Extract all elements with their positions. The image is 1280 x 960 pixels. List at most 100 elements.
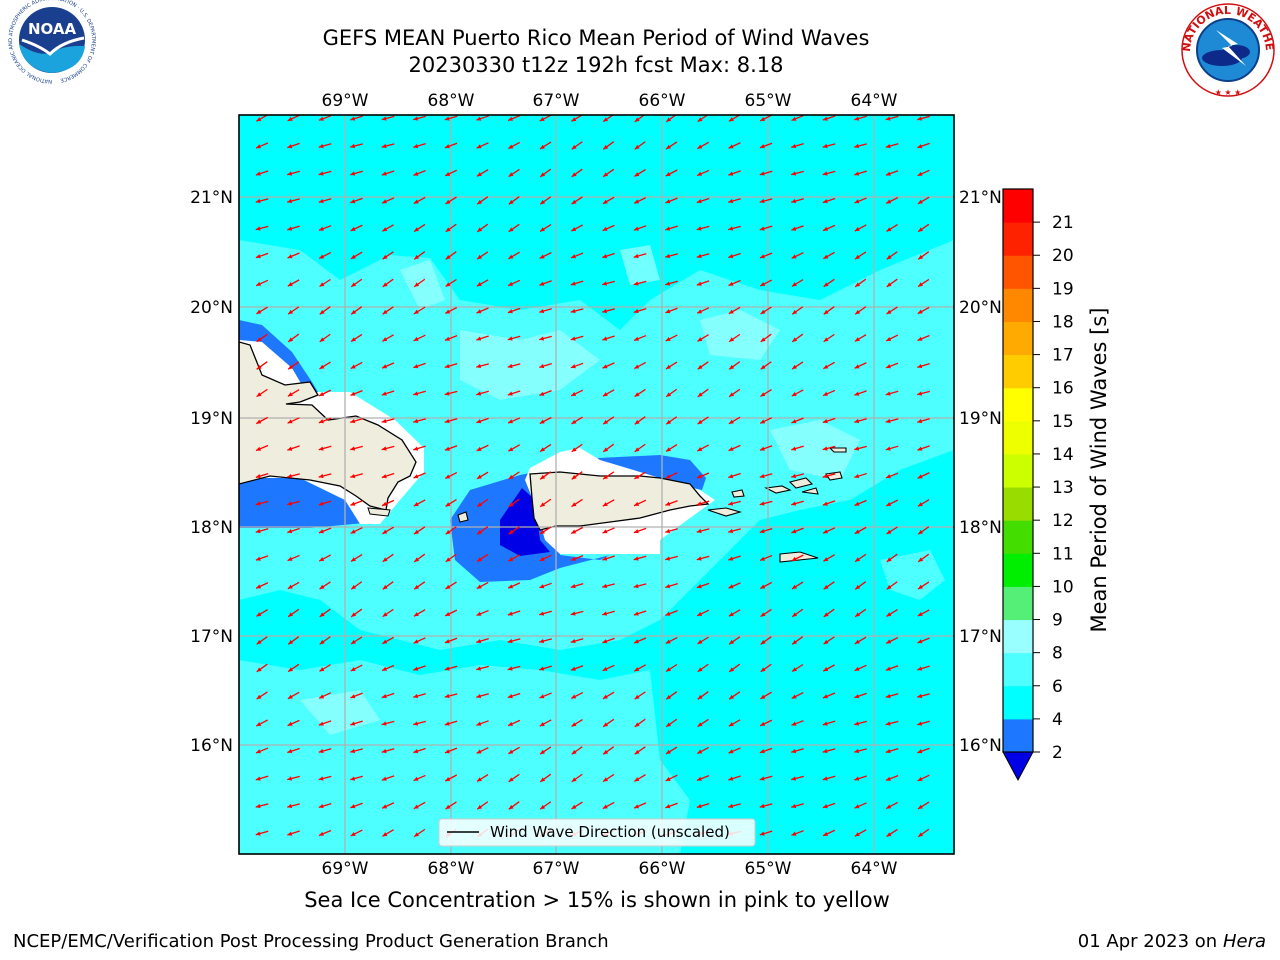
wind-wave-arrow-head xyxy=(728,144,734,149)
wind-wave-arrow-head xyxy=(288,364,294,370)
wind-wave-arrow-head xyxy=(413,446,419,451)
wind-wave-arrow-head xyxy=(665,199,671,204)
wind-wave-arrow-head xyxy=(917,721,923,726)
wind-wave-arrow-head xyxy=(539,281,545,286)
wind-wave-arrow-head xyxy=(602,502,608,507)
wind-wave-arrow-head xyxy=(350,748,356,754)
wind-wave-arrow-head xyxy=(886,336,892,341)
wind-wave-arrow-head xyxy=(287,831,293,836)
wind-wave-arrow-head xyxy=(570,308,576,314)
wind-wave-arrow-head xyxy=(602,529,608,534)
wind-wave-arrow-head xyxy=(256,667,262,672)
wind-wave-arrow-head xyxy=(444,749,450,754)
wind-wave-arrow-head xyxy=(759,198,765,204)
lat-label-right-20n: 20°N xyxy=(959,298,1002,318)
wind-wave-arrow-head xyxy=(256,144,262,149)
wind-wave-arrow-head xyxy=(696,776,702,781)
wind-wave-arrow-head xyxy=(665,776,671,781)
wind-wave-arrow-head xyxy=(445,584,451,589)
wind-wave-arrow-head xyxy=(697,611,703,616)
wind-wave-arrow-head xyxy=(634,667,640,672)
wind-wave-arrow-head xyxy=(350,776,356,781)
lon-label-bottom-69w: 69°W xyxy=(322,859,369,879)
wind-wave-arrow-head xyxy=(791,803,797,809)
wind-wave-arrow-head xyxy=(822,776,828,781)
wind-wave-arrow-head xyxy=(571,419,577,424)
wind-wave-arrow-head xyxy=(381,474,387,479)
wind-wave-arrow-head xyxy=(539,116,545,121)
colorbar-segment xyxy=(1003,387,1033,422)
wind-wave-arrow-head xyxy=(791,556,797,561)
wind-wave-arrow-head xyxy=(666,419,672,425)
wind-wave-arrow-head xyxy=(697,392,703,397)
colorbar-tick-label: 2 xyxy=(1052,743,1063,763)
wind-wave-arrow-head xyxy=(696,253,702,259)
wind-wave-arrow-head xyxy=(413,171,419,176)
wind-wave-arrow-head xyxy=(287,282,293,287)
wind-wave-arrow-head xyxy=(414,282,420,287)
wind-wave-arrow-head xyxy=(318,529,324,534)
wind-wave-arrow-head xyxy=(634,172,640,177)
wind-wave-arrow-head xyxy=(381,391,387,396)
wind-wave-arrow-head xyxy=(539,722,545,727)
wind-wave-arrow-head xyxy=(602,392,608,397)
wind-wave-arrow-head xyxy=(540,749,546,755)
wind-wave-arrow-head xyxy=(917,446,923,451)
wind-wave-arrow-head xyxy=(792,337,798,342)
wind-wave-arrow-head xyxy=(351,309,357,315)
colorbar-segment xyxy=(1003,718,1033,753)
wind-wave-arrow-head xyxy=(508,777,514,782)
colorbar-segment xyxy=(1003,619,1033,654)
wind-wave-arrow-head xyxy=(666,144,671,150)
wind-wave-arrow-head xyxy=(414,227,420,232)
wind-wave-arrow-head xyxy=(444,336,450,341)
wind-wave-arrow-head xyxy=(507,391,513,396)
wind-wave-arrow-head xyxy=(318,748,324,754)
wind-wave-arrow-head xyxy=(697,447,703,452)
wind-wave-arrow-head xyxy=(319,639,325,645)
wind-wave-arrow-head xyxy=(318,501,324,506)
wind-wave-arrow-head xyxy=(854,199,860,204)
wind-wave-arrow-head xyxy=(539,638,545,644)
wind-wave-arrow-head xyxy=(633,281,639,286)
wind-wave-arrow-head xyxy=(696,803,702,809)
wind-wave-arrow-head xyxy=(728,117,734,122)
wind-wave-arrow-head xyxy=(729,392,735,397)
wind-wave-arrow-head xyxy=(602,281,608,286)
wind-wave-arrow-head xyxy=(319,557,325,562)
lon-label-bottom-66w: 66°W xyxy=(639,859,686,879)
wind-wave-arrow-head xyxy=(413,749,419,754)
wind-wave-arrow-head xyxy=(917,309,923,314)
noaa-logo: NOAA NATIONAL OCEANIC AND ATMOSPHERIC AD… xyxy=(6,0,98,84)
wind-wave-arrow-head xyxy=(444,391,450,396)
wind-wave-arrow-head xyxy=(413,418,419,424)
wind-wave-arrow-head xyxy=(885,693,891,699)
wind-wave-arrow-head xyxy=(917,502,923,507)
wind-wave-arrow-head xyxy=(728,171,734,176)
wind-wave-arrow-head xyxy=(255,226,261,231)
wind-wave-arrow-head xyxy=(382,612,388,617)
wind-wave-arrow-head xyxy=(760,639,766,645)
wind-wave-arrow-head xyxy=(540,777,546,782)
wind-wave-arrow-head xyxy=(791,226,797,231)
wind-wave-arrow-head xyxy=(602,226,608,231)
wind-wave-arrow-head xyxy=(633,529,639,534)
wind-wave-arrow-head xyxy=(287,584,293,589)
wind-wave-arrow-head xyxy=(444,721,450,726)
wind-wave-arrow-head xyxy=(792,612,798,617)
wind-wave-arrow-head xyxy=(382,309,388,315)
wind-wave-arrow-head xyxy=(696,474,702,479)
wind-wave-arrow-head xyxy=(414,832,420,837)
wind-wave-arrow-head xyxy=(633,336,639,341)
wind-wave-arrow-head xyxy=(634,419,640,425)
wind-wave-arrow-head xyxy=(885,364,891,369)
wind-wave-arrow-head xyxy=(603,117,609,122)
wind-wave-arrow-head xyxy=(445,199,451,204)
wind-wave-arrow-head xyxy=(855,557,861,562)
wind-wave-arrow-head xyxy=(351,584,357,590)
wind-wave-arrow-head xyxy=(507,309,513,314)
colorbar-label: Mean Period of Wind Waves [s] xyxy=(1087,308,1111,633)
wind-wave-arrow-head xyxy=(602,583,608,589)
wind-wave-arrow-head xyxy=(602,804,608,809)
wind-wave-arrow-head xyxy=(476,116,482,121)
